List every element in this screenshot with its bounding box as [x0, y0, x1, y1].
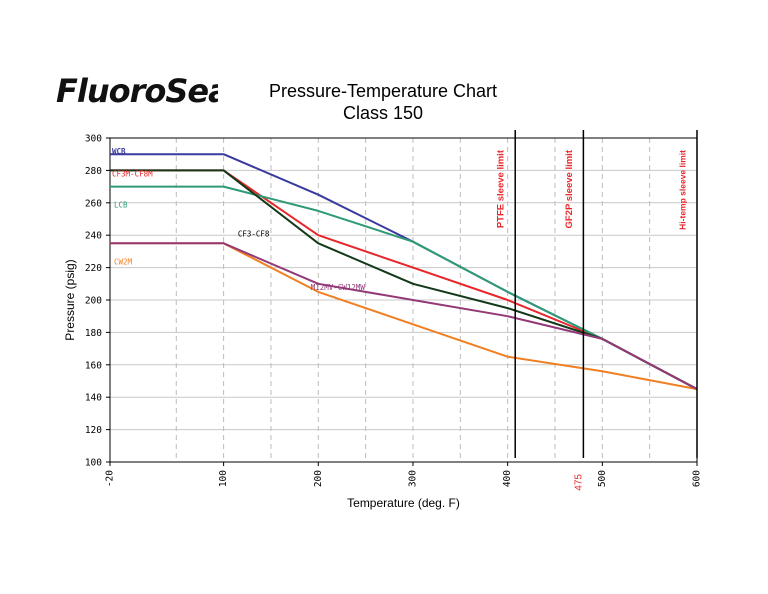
y-tick-label: 300 [85, 134, 102, 145]
fluoroseal-logo: FluoroSeal [56, 72, 218, 110]
x-tick-label: 600 [692, 470, 703, 487]
x-tick-label: 300 [407, 470, 418, 487]
y-tick-label: 140 [85, 393, 102, 404]
y-tick-label: 180 [85, 328, 102, 339]
y-tick-label: 280 [85, 166, 102, 177]
x-tick-label: 200 [313, 470, 324, 487]
series-label-m12mv-cw12mw: M12MV-CW12MW [311, 283, 366, 292]
chart-subtitle: Class 150 [342, 103, 424, 123]
y-tick-label: 160 [85, 360, 102, 371]
series-label-cf3m-cf8m: CF3M-CF8M [112, 169, 153, 178]
x-tick-label: 400 [502, 470, 513, 487]
logo-text: FluoroSeal [56, 72, 218, 110]
x-tick-label: -20 [105, 470, 116, 487]
chart-title-block: Pressure-Temperature Chart Class 150 [218, 80, 548, 124]
y-tick-label: 200 [85, 296, 102, 307]
x-tick-label: 100 [218, 470, 229, 487]
y-tick-label: 260 [85, 198, 102, 209]
series-label-cw2m: CW2M [114, 257, 133, 266]
sleeve-limit-label: GF2P sleeve limit [564, 149, 575, 228]
series-label-lcb: LCB [114, 201, 128, 210]
series-line-m12mv-cw12mw [110, 242, 698, 390]
series-label-cf3-cf8: CF3-CF8 [238, 230, 270, 239]
y-tick-label: 120 [85, 425, 102, 436]
x-tick-label: 500 [597, 470, 608, 487]
sleeve-limit-label: PTFE sleeve limit [496, 149, 507, 228]
series-label-wcb: WCB [112, 147, 126, 156]
y-tick-label: 100 [85, 458, 102, 469]
sleeve-limit-label: Hi-temp sleeve limit [677, 150, 687, 230]
x-axis-label: Temperature (deg. F) [347, 496, 460, 510]
chart-title: Pressure-Temperature Chart [268, 81, 498, 101]
y-tick-label: 220 [85, 263, 102, 274]
y-tick-label: 240 [85, 231, 102, 242]
y-axis-label: Pressure (psig) [63, 259, 77, 340]
x-extra-tick-label: 475 [573, 474, 584, 491]
